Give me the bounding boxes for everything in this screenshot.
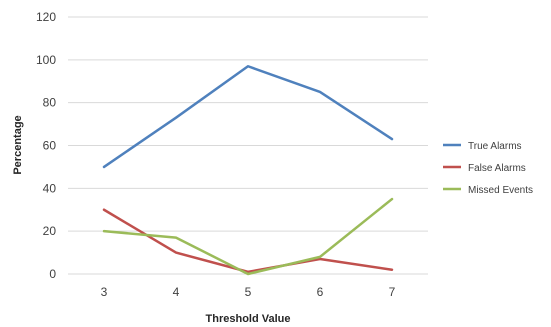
y-tick-label: 120 <box>36 10 56 24</box>
gridlines <box>68 16 428 275</box>
series-line <box>102 197 394 276</box>
series-line <box>102 65 394 169</box>
y-axis-title: Percentage <box>12 115 24 174</box>
series-line <box>102 208 394 274</box>
y-axis-ticks: 0 20 40 60 80 100 120 <box>36 10 56 281</box>
x-axis-title: Threshold Value <box>206 313 291 325</box>
x-tick-label: 5 <box>245 285 252 299</box>
y-tick-label: 40 <box>43 181 57 195</box>
y-tick-label: 20 <box>43 224 57 238</box>
y-tick-label: 100 <box>36 53 56 67</box>
y-tick-label: 60 <box>43 139 57 153</box>
x-axis-ticks: 3 4 5 6 7 <box>101 285 396 299</box>
x-tick-label: 3 <box>101 285 108 299</box>
y-tick-label: 80 <box>43 96 57 110</box>
series-lines <box>102 65 394 276</box>
x-tick-label: 4 <box>173 285 180 299</box>
y-tick-label: 0 <box>49 267 56 281</box>
x-tick-label: 6 <box>317 285 324 299</box>
legend: True Alarms False Alarms Missed Events <box>443 141 533 196</box>
legend-label: False Alarms <box>468 163 526 174</box>
legend-label: Missed Events <box>468 185 533 196</box>
legend-label: True Alarms <box>468 141 522 152</box>
x-tick-label: 7 <box>389 285 396 299</box>
